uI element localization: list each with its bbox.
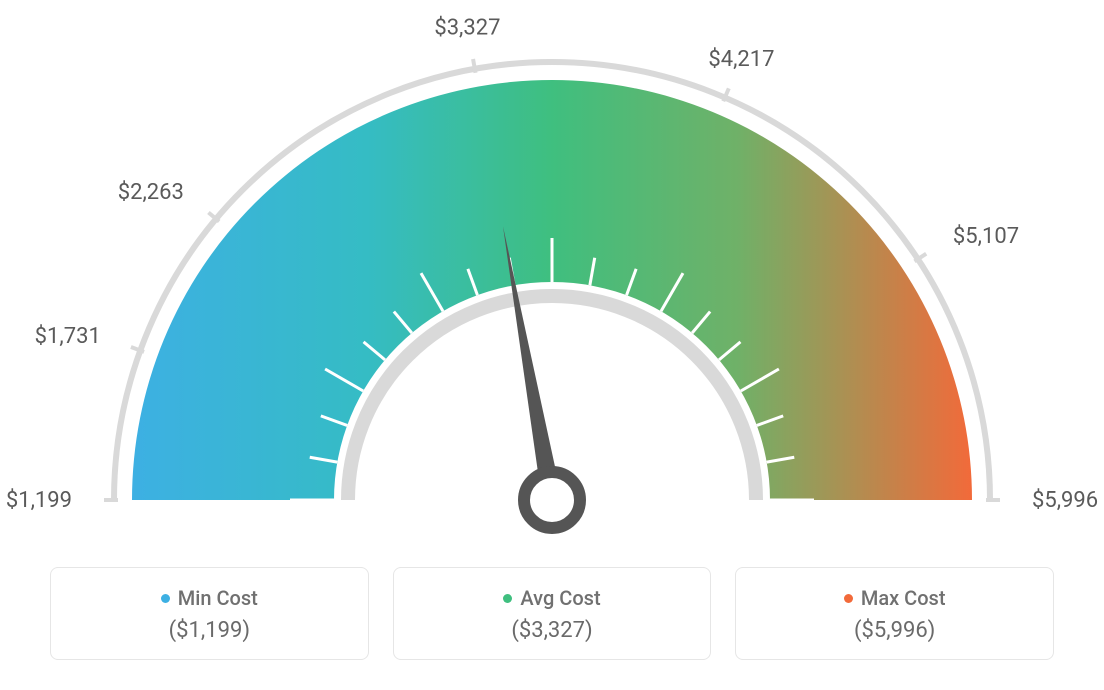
- legend-row: Min Cost ($1,199) Avg Cost ($3,327) Max …: [50, 567, 1054, 660]
- legend-title-max: Max Cost: [844, 586, 946, 610]
- svg-text:$5,107: $5,107: [953, 224, 1019, 249]
- legend-title-min: Min Cost: [161, 586, 258, 610]
- svg-text:$4,217: $4,217: [708, 47, 774, 72]
- dot-icon-min: [161, 594, 170, 603]
- legend-label: Avg Cost: [520, 586, 600, 610]
- svg-text:$1,199: $1,199: [6, 488, 72, 513]
- svg-text:$5,996: $5,996: [1032, 488, 1098, 513]
- legend-card-max: Max Cost ($5,996): [735, 567, 1054, 660]
- legend-value-min: ($1,199): [169, 618, 250, 643]
- legend-label: Max Cost: [861, 586, 946, 610]
- legend-card-avg: Avg Cost ($3,327): [393, 567, 712, 660]
- svg-text:$3,327: $3,327: [434, 16, 500, 41]
- legend-card-min: Min Cost ($1,199): [50, 567, 369, 660]
- dot-icon-max: [844, 594, 853, 603]
- legend-title-avg: Avg Cost: [503, 586, 600, 610]
- legend-value-max: ($5,996): [854, 618, 935, 643]
- svg-text:$1,731: $1,731: [35, 324, 101, 349]
- legend-label: Min Cost: [178, 586, 258, 610]
- gauge-area: $1,199 $1,731 $2,263 $3,327 $4,217 $5,107 $5,9…: [0, 0, 1104, 560]
- cost-gauge-chart: $1,199 $1,731 $2,263 $3,327 $4,217 $5,107 $5,9…: [0, 0, 1104, 690]
- gauge-svg: $1,199 $1,731 $2,263 $3,327 $4,217 $5,107 $5,9…: [0, 0, 1104, 560]
- svg-text:$2,263: $2,263: [118, 180, 184, 205]
- legend-value-avg: ($3,327): [511, 618, 592, 643]
- dot-icon-avg: [503, 594, 512, 603]
